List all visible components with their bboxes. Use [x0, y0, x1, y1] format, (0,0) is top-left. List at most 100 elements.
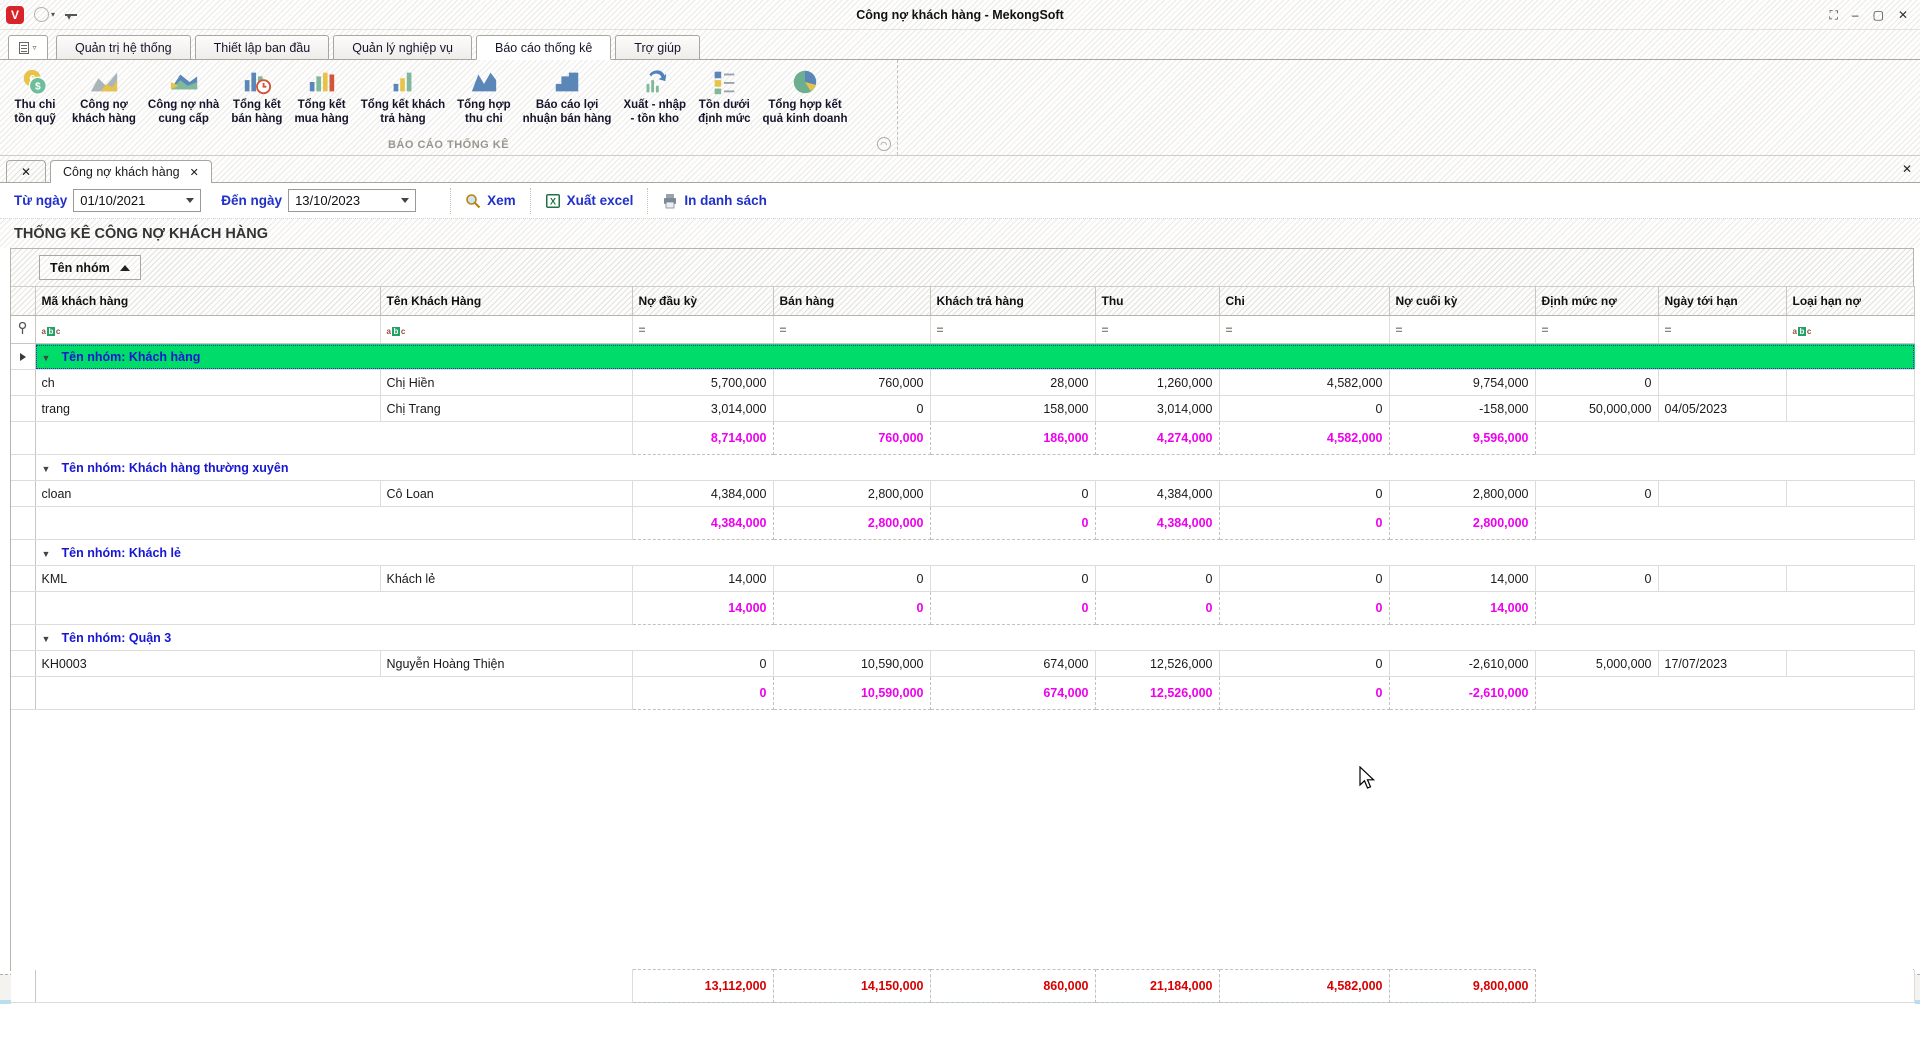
vivaldi-logo-icon[interactable]: V: [6, 6, 24, 24]
tab-quan-tri-he-thong[interactable]: Quản trị hệ thống: [56, 35, 191, 60]
tab-strip-close-button[interactable]: ✕: [1902, 162, 1912, 176]
ribbon-button-tong-ket-mua-hang[interactable]: Tổng kết mua hàng: [288, 64, 354, 129]
filter-cell-number[interactable]: =: [773, 316, 930, 344]
tab-tro-giup[interactable]: Trợ giúp: [615, 35, 700, 60]
ribbon-button-tong-ket-khach-tra-hang[interactable]: Tổng kết khách trả hàng: [355, 64, 451, 129]
cell-code[interactable]: trang: [35, 396, 380, 422]
magnifier-icon: [465, 193, 481, 209]
view-button[interactable]: Xem: [465, 193, 516, 209]
collapse-group-icon[interactable]: ▼: [42, 634, 62, 644]
tab-thiet-lap-ban-dau[interactable]: Thiết lập ban đầu: [195, 35, 330, 60]
cell-name[interactable]: Nguyễn Hoàng Thiện: [380, 651, 632, 677]
collapse-group-icon[interactable]: ▼: [42, 549, 62, 559]
col-loai-han-no[interactable]: Loại hạn nợ: [1786, 287, 1915, 316]
col-no-dau-ky[interactable]: Nợ đầu kỳ: [632, 287, 773, 316]
collapse-toolbar-icon[interactable]: [65, 14, 77, 16]
col-ngay-toi-han[interactable]: Ngày tới hạn: [1658, 287, 1786, 316]
chevron-down-icon: [401, 198, 409, 203]
col-ten-khach-hang[interactable]: Tên Khách Hàng: [380, 287, 632, 316]
filter-cell-number[interactable]: =: [1389, 316, 1535, 344]
filter-cell-number[interactable]: =: [632, 316, 773, 344]
group-row[interactable]: ▼Tên nhóm: Khách hàng thường xuyên: [11, 455, 1915, 481]
cell-code[interactable]: cloan: [35, 481, 380, 507]
filter-cell-number[interactable]: =: [1535, 316, 1658, 344]
maximize-button[interactable]: ▢: [1873, 9, 1884, 21]
sort-asc-icon: [120, 265, 130, 271]
table-row[interactable]: ch Chị Hiền 5,700,000 760,000 28,000 1,2…: [11, 370, 1915, 396]
filter-cell-number[interactable]: =: [1219, 316, 1389, 344]
filter-cell-number[interactable]: =: [1095, 316, 1219, 344]
col-dinh-muc-no[interactable]: Định mức nợ: [1535, 287, 1658, 316]
from-date-combobox[interactable]: 01/10/2021: [73, 189, 201, 212]
line-mountain-icon: [469, 67, 499, 97]
group-by-panel: Tên nhóm: [11, 249, 1913, 286]
ribbon-button-xuat-nhap-ton-kho[interactable]: Xuất - nhập - tồn kho: [617, 64, 692, 129]
table-row[interactable]: KH0003 Nguyễn Hoàng Thiện 0 10,590,000 6…: [11, 651, 1915, 677]
cell-code[interactable]: KH0003: [35, 651, 380, 677]
group-row[interactable]: ▼Tên nhóm: Khách lẻ: [11, 540, 1915, 566]
table-row[interactable]: trang Chị Trang 3,014,000 0 158,000 3,01…: [11, 396, 1915, 422]
col-thu[interactable]: Thu: [1095, 287, 1219, 316]
ribbon-button-tong-hop-thu-chi[interactable]: Tổng hợp thu chi: [451, 64, 517, 129]
filter-toolbar: Từ ngày 01/10/2021 Đến ngày 13/10/2023 X…: [0, 183, 1920, 218]
table-row[interactable]: KML Khách lẻ 14,000 0 0 0 0 14,000 0: [11, 566, 1915, 592]
filter-cell-text[interactable]: abc: [35, 316, 380, 344]
filter-cell-number[interactable]: =: [930, 316, 1095, 344]
minimize-button[interactable]: –: [1852, 9, 1859, 21]
grand-total-row: 13,112,000 14,150,000 860,000 21,184,000…: [11, 970, 1915, 1003]
col-ma-khach-hang[interactable]: Mã khách hàng: [35, 287, 380, 316]
table-row[interactable]: cloan Cô Loan 4,384,000 2,800,000 0 4,38…: [11, 481, 1915, 507]
to-date-combobox[interactable]: 13/10/2023: [288, 189, 416, 212]
profile-menu-button[interactable]: ▾: [34, 7, 55, 22]
chevron-down-icon: ▾: [51, 10, 55, 19]
ribbon-button-ton-duoi-dinh-muc[interactable]: Tồn dưới định mức: [692, 64, 756, 129]
ribbon: € $ Thu chi tồn quỹ Công nợ khách hàng: [0, 60, 1920, 155]
close-all-tabs-button[interactable]: ✕: [6, 160, 46, 183]
cell-code[interactable]: KML: [35, 566, 380, 592]
collapse-group-icon[interactable]: ▼: [42, 464, 62, 474]
col-ban-hang[interactable]: Bán hàng: [773, 287, 930, 316]
cell-code[interactable]: ch: [35, 370, 380, 396]
ribbon-button-bao-cao-loi-nhuan-ban-hang[interactable]: Báo cáo lợi nhuận bán hàng: [517, 64, 618, 129]
ribbon-button-cong-no-nha-cung-cap[interactable]: Công nợ nhà cung cấp: [142, 64, 225, 129]
group-row[interactable]: ▼Tên nhóm: Quận 3: [11, 625, 1915, 651]
ribbon-button-tong-hop-ket-qua-kinh-doanh[interactable]: Tổng hợp kết quả kinh doanh: [757, 64, 854, 129]
col-khach-tra-hang[interactable]: Khách trả hàng: [930, 287, 1095, 316]
ribbon-button-tong-ket-ban-hang[interactable]: Tổng kết bán hàng: [225, 64, 288, 129]
group-subtotal-row: 14,000 0 0 0 0 14,000: [11, 592, 1915, 625]
group-row[interactable]: ▼Tên nhóm: Khách hàng: [11, 344, 1915, 370]
tab-quan-ly-nghiep-vu[interactable]: Quản lý nghiệp vụ: [333, 35, 472, 60]
group-subtotal-row: 0 10,590,000 674,000 12,526,000 0 -2,610…: [11, 677, 1915, 710]
filter-cell-number[interactable]: =: [1658, 316, 1786, 344]
app-menu-button[interactable]: ▿: [8, 35, 48, 60]
equals-filter-icon: =: [1665, 323, 1672, 337]
ribbon-button-thu-chi-ton-quy[interactable]: € $ Thu chi tồn quỹ: [4, 64, 66, 129]
arrow-bars-icon: [640, 67, 670, 97]
close-button[interactable]: ✕: [1898, 9, 1908, 21]
equals-filter-icon: =: [1396, 323, 1403, 337]
cell-name[interactable]: Cô Loan: [380, 481, 632, 507]
excel-icon: X: [545, 193, 561, 209]
close-icon[interactable]: ✕: [190, 166, 199, 179]
equals-filter-icon: =: [1226, 323, 1233, 337]
collapse-group-icon[interactable]: ▼: [42, 353, 62, 363]
fullscreen-button[interactable]: ⛶: [1830, 9, 1838, 21]
filter-cell-text[interactable]: abc: [1786, 316, 1915, 344]
export-excel-button[interactable]: X Xuất excel: [545, 193, 634, 209]
print-list-button[interactable]: In danh sách: [662, 193, 767, 209]
col-no-cuoi-ky[interactable]: Nợ cuối kỳ: [1389, 287, 1535, 316]
ribbon-collapse-icon[interactable]: ◠: [877, 137, 891, 151]
col-chi[interactable]: Chi: [1219, 287, 1389, 316]
cell-name[interactable]: Chị Hiền: [380, 370, 632, 396]
abc-filter-icon: abc: [387, 327, 406, 336]
cell-name[interactable]: Chị Trang: [380, 396, 632, 422]
ribbon-button-cong-no-khach-hang[interactable]: Công nợ khách hàng: [66, 64, 142, 129]
cell-name[interactable]: Khách lẻ: [380, 566, 632, 592]
doc-tab-cong-no-khach-hang[interactable]: Công nợ khách hàng ✕: [50, 160, 212, 183]
bar-clock-icon: [242, 67, 272, 97]
tab-bao-cao-thong-ke[interactable]: Báo cáo thống kê: [476, 35, 611, 60]
filter-cell-text[interactable]: abc: [380, 316, 632, 344]
close-icon: ✕: [21, 165, 31, 179]
group-by-chip[interactable]: Tên nhóm: [39, 255, 141, 280]
pie-chart-icon: [790, 67, 820, 97]
